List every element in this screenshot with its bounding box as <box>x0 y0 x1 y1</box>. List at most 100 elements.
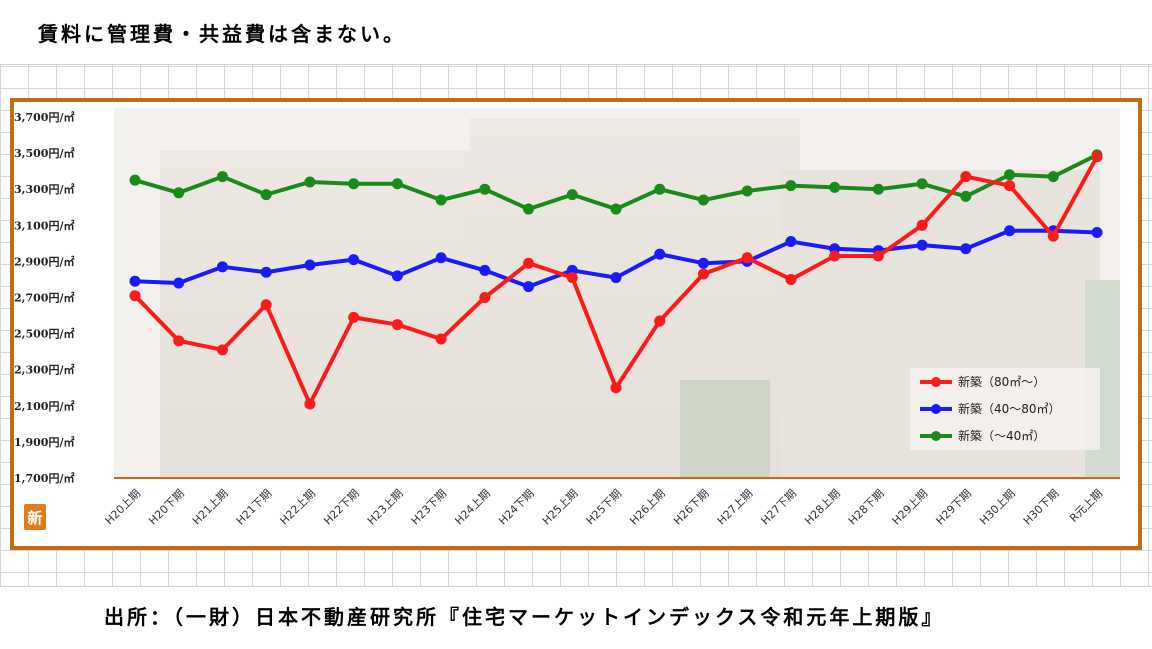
data-point <box>610 203 622 215</box>
data-point <box>216 261 228 273</box>
data-point <box>872 250 884 262</box>
data-point <box>260 299 272 311</box>
data-point <box>610 382 622 394</box>
data-point <box>1091 227 1103 239</box>
x-tick-label: H25下期 <box>584 487 625 528</box>
data-point <box>654 248 666 260</box>
x-tick-label: H20下期 <box>146 487 187 528</box>
data-point <box>916 219 928 231</box>
data-point <box>1091 151 1103 163</box>
x-tick-label: H22下期 <box>321 487 362 528</box>
data-point <box>916 239 928 251</box>
data-point <box>1004 225 1016 237</box>
data-point <box>173 277 185 289</box>
y-tick-label: 2,700円/㎡ <box>14 291 74 305</box>
data-point <box>173 335 185 347</box>
data-point <box>348 311 360 323</box>
data-point <box>348 254 360 266</box>
data-point <box>741 252 753 264</box>
x-tick-label: H30上期 <box>977 487 1018 528</box>
data-point <box>566 189 578 201</box>
footer-band: 出所：（一財）日本不動産研究所『住宅マーケットインデックス令和元年上期版』 <box>0 586 1152 649</box>
x-tick-label: H26上期 <box>627 487 668 528</box>
data-point <box>173 187 185 199</box>
legend-label: 新築（40～80㎡） <box>958 401 1061 416</box>
x-tick-label: H27上期 <box>715 487 756 528</box>
y-tick-label: 3,300円/㎡ <box>14 182 74 196</box>
data-point <box>523 257 535 269</box>
x-tick-label: H24下期 <box>496 487 537 528</box>
x-tick-label: H21下期 <box>234 487 275 528</box>
data-point <box>566 272 578 284</box>
new-building-badge: 新 <box>24 504 46 530</box>
y-tick-label: 3,700円/㎡ <box>14 110 74 124</box>
data-point <box>479 183 491 195</box>
x-tick-label: H21上期 <box>190 487 231 528</box>
data-point <box>1047 171 1059 183</box>
data-point <box>304 176 316 188</box>
data-point <box>260 266 272 278</box>
legend-swatch-marker <box>931 404 941 414</box>
data-point <box>785 273 797 285</box>
x-tick-label: H28下期 <box>846 487 887 528</box>
x-tick-label: H23上期 <box>365 487 406 528</box>
data-point <box>479 292 491 303</box>
x-tick-label: H30下期 <box>1021 487 1062 528</box>
y-tick-label: 1,900円/㎡ <box>14 435 74 449</box>
data-point <box>523 203 535 215</box>
x-tick-label: H29上期 <box>890 487 931 528</box>
y-tick-label: 1,700円/㎡ <box>14 471 74 485</box>
data-point <box>391 319 403 331</box>
data-point <box>435 252 447 264</box>
data-point <box>129 174 141 186</box>
x-tick-label: H25上期 <box>540 487 581 528</box>
data-point <box>697 268 709 280</box>
x-tick-label: H28上期 <box>802 487 843 528</box>
data-point <box>1004 180 1016 192</box>
data-point <box>960 171 972 183</box>
legend: 新築（80㎡～） 新築（40～80㎡） 新築（～40㎡） <box>910 368 1100 450</box>
data-point <box>872 183 884 195</box>
source-citation: 出所：（一財）日本不動産研究所『住宅マーケットインデックス令和元年上期版』 <box>104 605 945 629</box>
x-tick-label: H20上期 <box>103 487 144 528</box>
data-point <box>1004 169 1016 181</box>
legend-label: 新築（～40㎡） <box>958 428 1045 443</box>
data-point <box>304 259 316 271</box>
data-point <box>829 181 841 193</box>
data-point <box>960 190 972 202</box>
data-point <box>697 257 709 269</box>
data-point <box>479 264 491 276</box>
data-point <box>391 270 403 282</box>
data-point <box>129 275 141 287</box>
legend-swatch-marker <box>931 377 941 387</box>
data-point <box>654 183 666 195</box>
data-point <box>435 194 447 206</box>
data-point <box>348 178 360 190</box>
x-tick-label: H24上期 <box>452 487 493 528</box>
x-tick-label: H23下期 <box>409 487 450 528</box>
y-tick-label: 3,100円/㎡ <box>14 218 74 232</box>
data-point <box>435 333 447 345</box>
x-tick-label: H29下期 <box>933 487 974 528</box>
y-tick-label: 2,100円/㎡ <box>14 399 74 413</box>
data-point <box>304 398 316 410</box>
rent-note: 賃料に管理費・共益費は含まない。 <box>38 22 406 46</box>
data-point <box>1047 230 1059 242</box>
x-tick-label: R元上期 <box>1067 487 1105 525</box>
data-point <box>129 290 141 302</box>
data-point <box>654 315 666 327</box>
data-point <box>829 250 841 262</box>
data-point <box>916 178 928 190</box>
y-tick-label: 2,300円/㎡ <box>14 363 74 377</box>
x-tick-label: H22上期 <box>278 487 319 528</box>
data-point <box>741 185 753 197</box>
data-point <box>785 236 797 248</box>
x-tick-label: H27下期 <box>759 487 800 528</box>
data-point <box>391 178 403 190</box>
y-tick-label: 3,500円/㎡ <box>14 146 74 160</box>
y-tick-label: 2,900円/㎡ <box>14 254 74 268</box>
data-point <box>216 171 228 183</box>
data-point <box>697 194 709 206</box>
legend-swatch-marker <box>931 431 941 441</box>
